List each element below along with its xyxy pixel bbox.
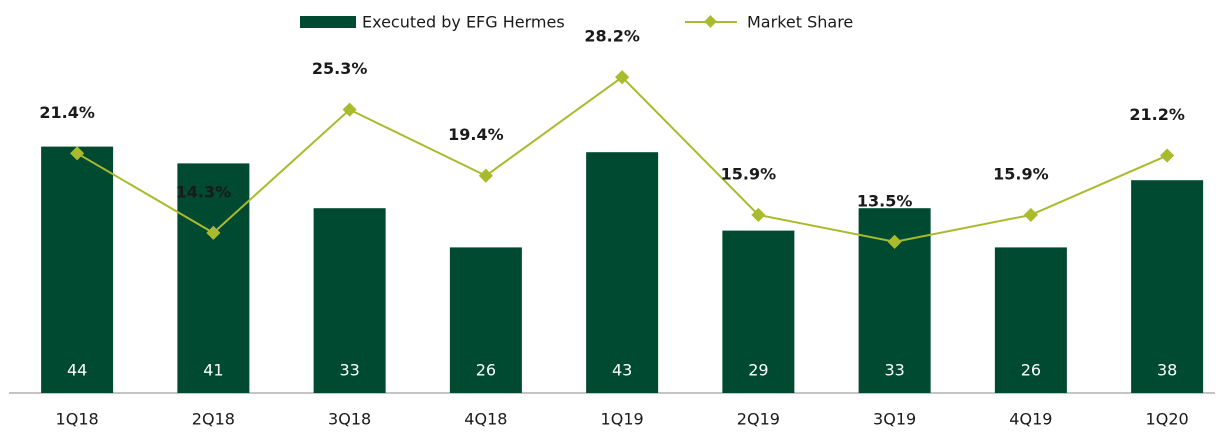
bar-value-label: 43 [612, 361, 632, 380]
data-label: 28.2% [584, 27, 640, 46]
line-marker [206, 225, 221, 240]
data-label: 21.2% [1129, 105, 1185, 124]
bar [41, 146, 114, 393]
x-tick-label: 4Q18 [464, 410, 507, 429]
line-marker [478, 168, 493, 183]
x-tick-label: 3Q18 [328, 410, 371, 429]
x-tick-label: 1Q18 [56, 410, 99, 429]
x-tick-label: 3Q19 [873, 410, 916, 429]
bar [994, 247, 1067, 393]
data-label: 19.4% [448, 125, 504, 144]
bar-value-label: 38 [1157, 361, 1177, 380]
data-label: 21.4% [39, 103, 95, 122]
x-tick-label: 1Q19 [601, 410, 644, 429]
bar-value-label: 41 [203, 361, 223, 380]
bar [1131, 180, 1204, 393]
line-marker [1160, 148, 1175, 163]
legend-swatch [300, 16, 356, 28]
data-label: 13.5% [857, 191, 913, 210]
line-marker [1023, 207, 1038, 222]
data-label: 15.9% [721, 164, 777, 183]
data-label: 25.3% [312, 59, 368, 78]
bar-value-label: 29 [748, 361, 768, 380]
bar-value-label: 44 [67, 361, 87, 380]
bar-value-label: 33 [339, 361, 359, 380]
line-marker [342, 102, 357, 117]
data-label: 15.9% [993, 164, 1049, 183]
x-tick-label: 2Q19 [737, 410, 780, 429]
line-marker [887, 234, 902, 249]
line-marker [615, 70, 630, 85]
bar [586, 152, 659, 393]
bar-value-label: 26 [1021, 361, 1041, 380]
bar-value-label: 26 [476, 361, 496, 380]
x-tick-label: 1Q20 [1146, 410, 1189, 429]
legend-label: Executed by EFG Hermes [362, 13, 565, 32]
bar [722, 230, 795, 393]
line-marker [751, 207, 766, 222]
bar [177, 163, 250, 393]
legend-label: Market Share [747, 13, 853, 32]
bar-value-label: 33 [884, 361, 904, 380]
bar [313, 208, 386, 393]
x-tick-label: 4Q19 [1009, 410, 1052, 429]
legend-marker [704, 15, 717, 28]
x-tick-label: 2Q18 [192, 410, 235, 429]
bar [449, 247, 522, 393]
data-label: 14.3% [176, 182, 232, 201]
